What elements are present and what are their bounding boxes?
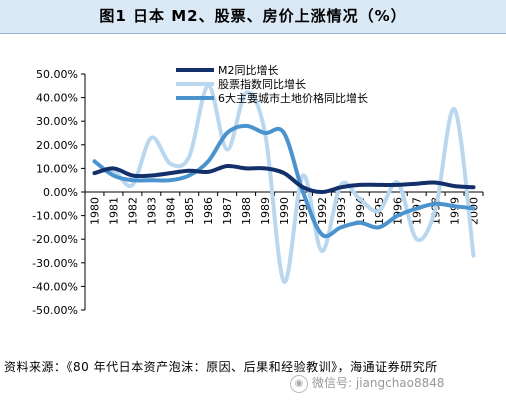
stock-index-series-line — [92, 83, 476, 284]
x-tick-label: 1997 — [411, 197, 424, 225]
legend-item-stock: 股票指数同比增长 — [176, 77, 306, 91]
y-tick-label: 30.00% — [36, 115, 78, 128]
figure-title: 图1 日本 M2、股票、房价上涨情况（%） — [0, 0, 506, 34]
x-tick-label: 1986 — [202, 197, 215, 225]
x-tick-label: 1981 — [107, 197, 120, 225]
series-lines — [92, 83, 476, 284]
y-tick-label: 10.00% — [36, 162, 78, 175]
x-tick-label: 1999 — [449, 197, 462, 225]
x-tick-label: 1982 — [126, 197, 139, 225]
y-tick-label: -20.00% — [32, 233, 78, 246]
y-tick-label: 40.00% — [36, 92, 78, 105]
y-tick-label: -30.00% — [32, 257, 78, 270]
legend-label: M2同比增长 — [218, 63, 279, 77]
x-tick-label: 1992 — [316, 197, 329, 225]
wechat-icon: ◉ — [290, 374, 308, 393]
x-tick-label: 1990 — [278, 197, 291, 225]
land-price-series-line — [92, 123, 476, 239]
x-tick-label: 1980 — [88, 197, 101, 225]
y-tick-label: -40.00% — [32, 280, 78, 293]
x-tick-label: 1987 — [221, 197, 234, 225]
line-chart: -50.00% -40.00% -30.00% -20.00% -10.00% 0.00%… — [32, 63, 484, 317]
y-tick-label: 0.00% — [43, 186, 78, 199]
m2-series-line — [92, 163, 476, 194]
x-tick-label: 1984 — [164, 197, 177, 225]
y-tick-label: -50.00% — [32, 304, 78, 317]
legend-label: 6大主要城市土地价格同比增长 — [218, 91, 368, 105]
legend-item-land: 6大主要城市土地价格同比增长 — [176, 91, 368, 105]
source-note: 资料来源：《80 年代日本资产泡沫：原因、后果和经验教训》，海通证券研究所 — [4, 360, 438, 374]
x-tick-label: 1989 — [259, 197, 272, 225]
legend-label: 股票指数同比增长 — [218, 77, 306, 91]
x-tick-label: 1993 — [335, 197, 348, 225]
watermark-text: 微信号: jiangchao8848 — [312, 376, 445, 390]
y-tick-label: 20.00% — [36, 139, 78, 152]
y-tick-label: 50.00% — [36, 68, 78, 81]
watermark: ◉ 微信号: jiangchao8848 — [290, 374, 445, 393]
legend-item-m2: M2同比增长 — [176, 63, 279, 77]
y-tick-label: -10.00% — [32, 210, 78, 223]
x-tick-label: 1983 — [145, 197, 158, 225]
x-tick-label: 1985 — [183, 197, 196, 225]
x-tick-label: 1988 — [240, 197, 253, 225]
